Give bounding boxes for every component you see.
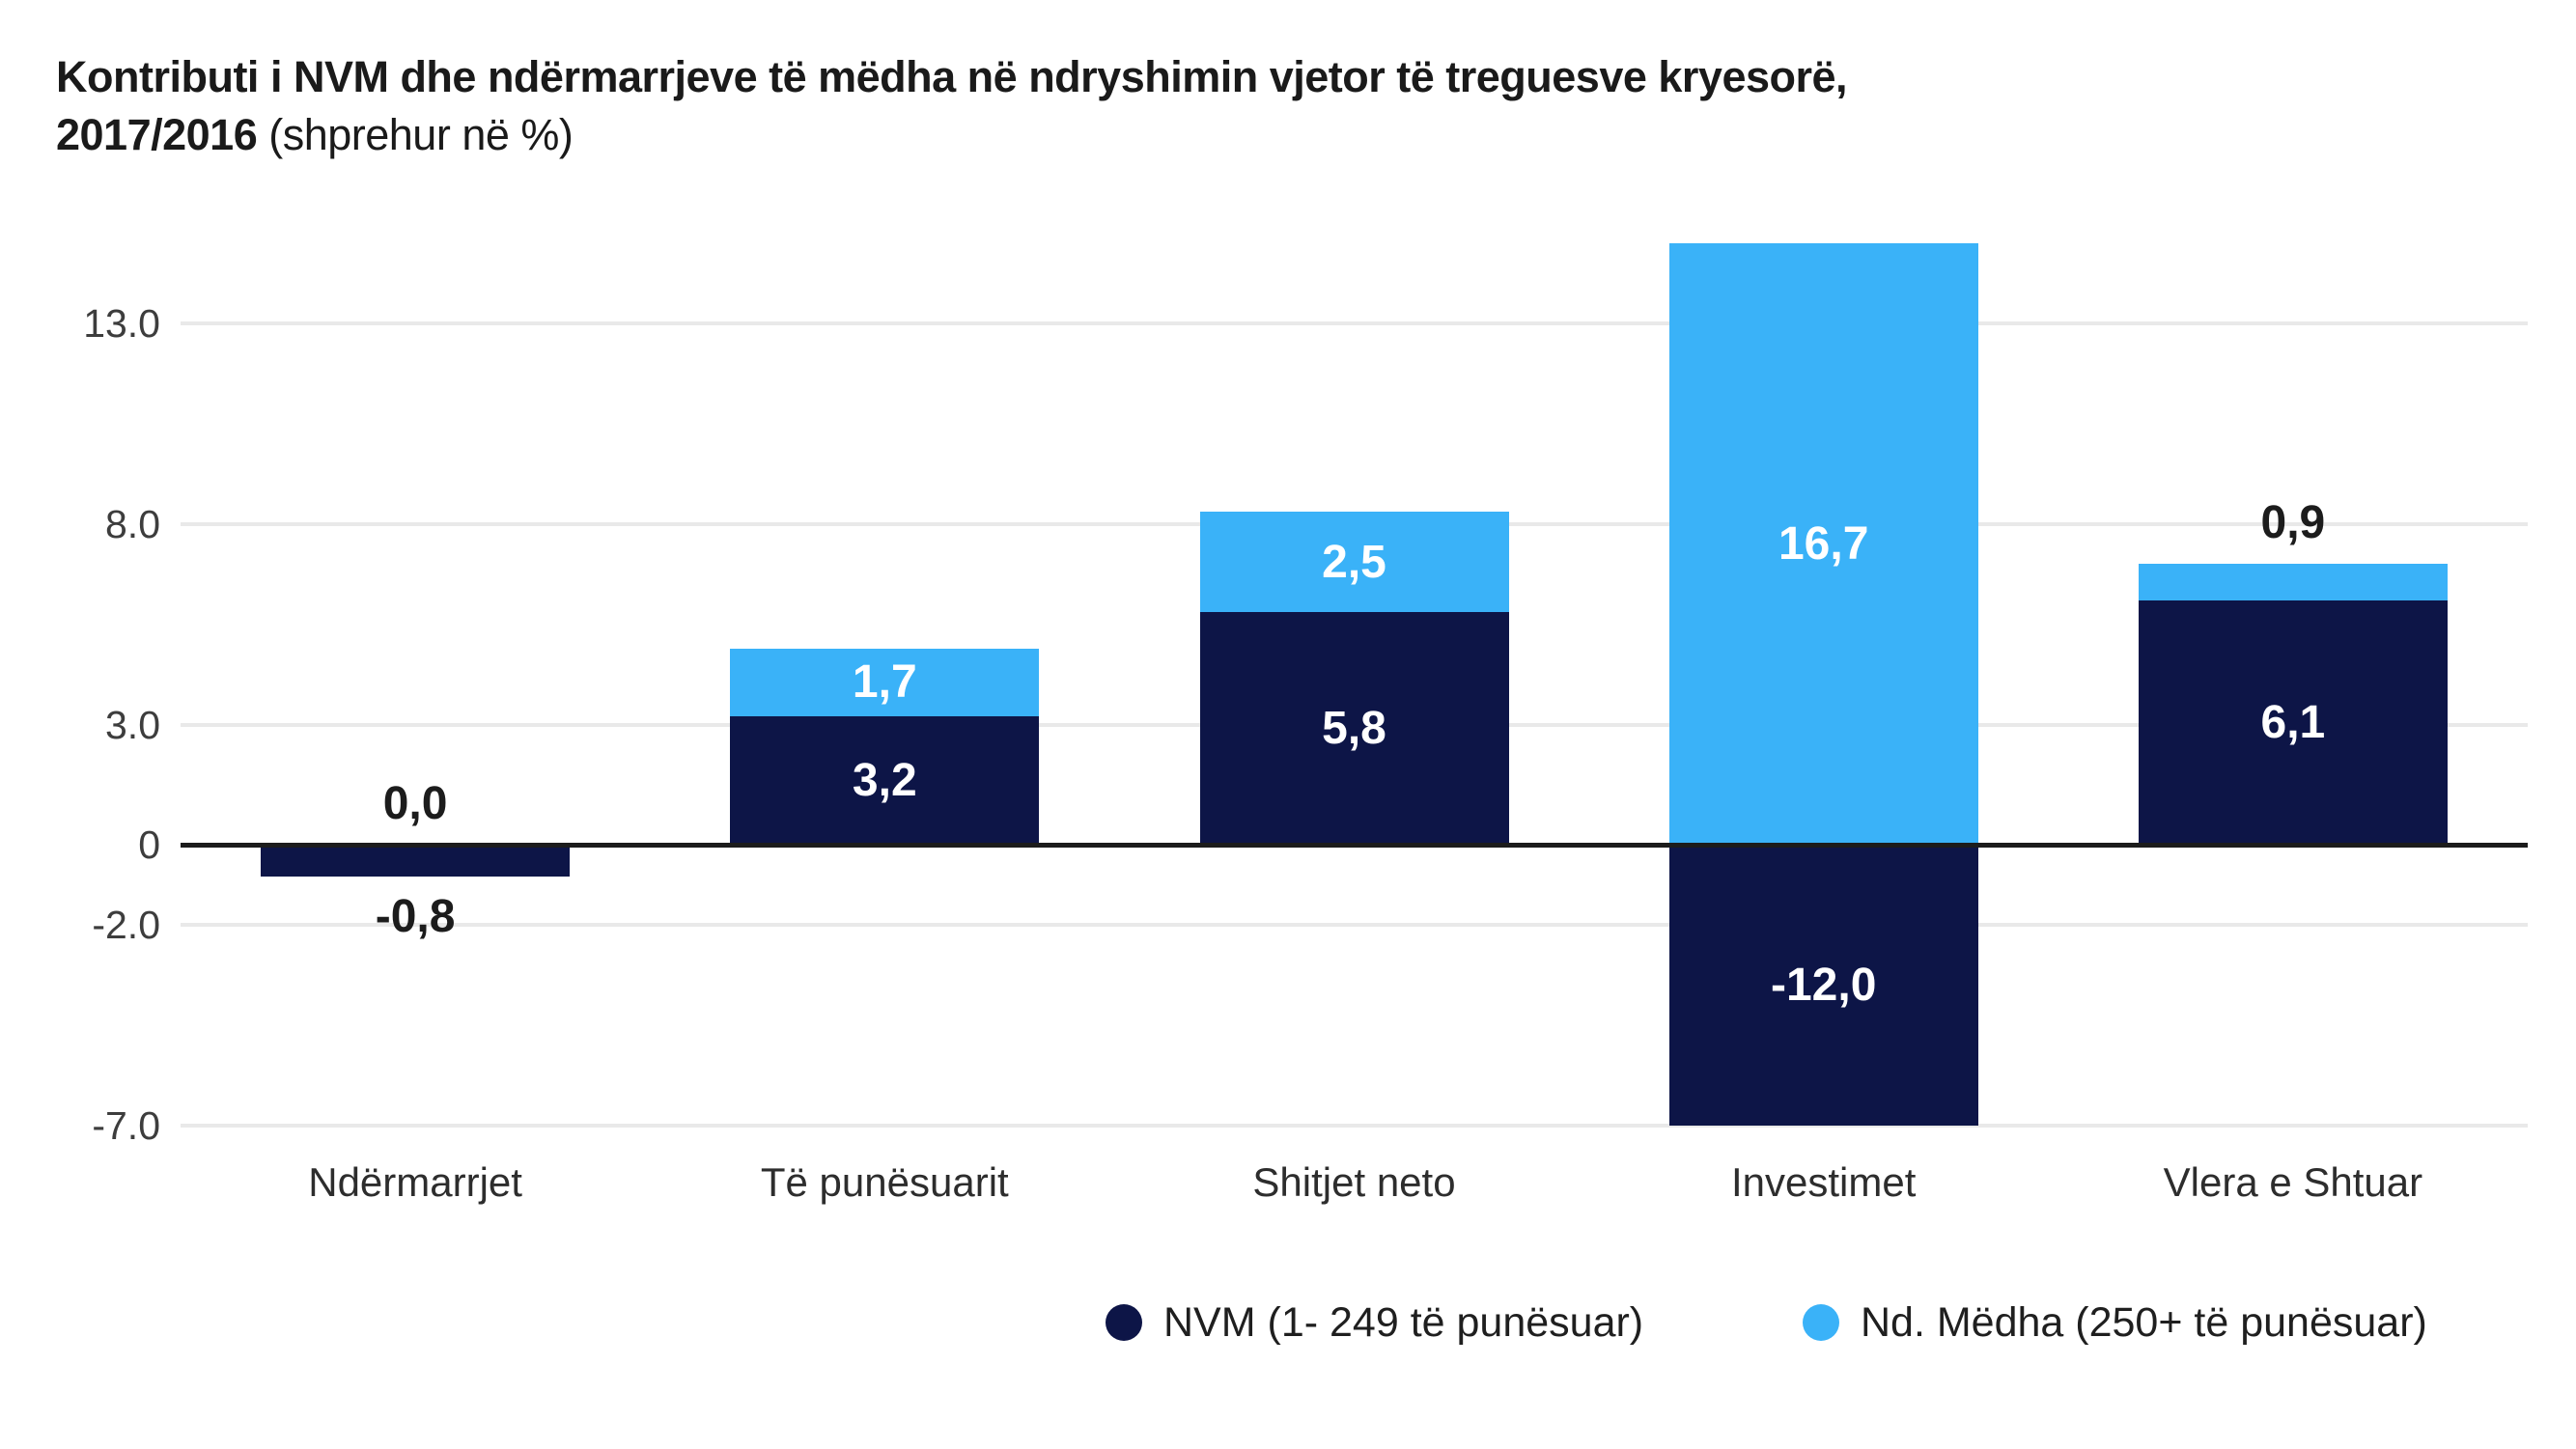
bar-value-label: 0,9 <box>2260 497 2326 549</box>
gridline <box>181 1124 2528 1128</box>
bar-value-label: 6,1 <box>2260 696 2326 748</box>
bar-segment-medha <box>2138 564 2448 600</box>
y-axis-tick-label: -2.0 <box>92 903 160 948</box>
bar-segment-nvm <box>261 845 571 878</box>
bar-value-label: -0,8 <box>375 891 456 943</box>
bar-segment-nvm: 6,1 <box>2138 599 2448 846</box>
legend-dot-icon <box>1106 1304 1142 1341</box>
x-axis-category-label: Të punësuarit <box>760 1159 1009 1205</box>
chart-title-line1: Kontributi i NVM dhe ndërmarrjeve të mëd… <box>56 52 1848 101</box>
bar-value-label: 1,7 <box>852 656 917 709</box>
y-axis-tick-label: -7.0 <box>92 1103 160 1148</box>
zero-axis-line <box>181 843 2528 849</box>
x-axis-category-label: Investimet <box>1730 1159 1917 1205</box>
y-axis-tick-label: 0 <box>138 822 160 868</box>
gridline <box>181 923 2528 928</box>
bar-segment-medha: 1,7 <box>730 648 1040 717</box>
chart-title-unit: (shprehur në %) <box>257 110 574 159</box>
x-axis-category-label: Ndërmarrjet <box>308 1159 522 1205</box>
bar-value-label: 2,5 <box>1322 536 1386 588</box>
bar-value-label: 3,2 <box>852 755 917 807</box>
x-axis-category-label: Shitjet neto <box>1252 1159 1456 1205</box>
chart-title: Kontributi i NVM dhe ndërmarrjeve të mëd… <box>56 48 2508 164</box>
chart-title-period: 2017/2016 <box>56 110 258 159</box>
legend-item: Nd. Mëdha (250+ të punësuar) <box>1803 1295 2427 1351</box>
legend-item: NVM (1- 249 të punësuar) <box>1106 1295 1643 1351</box>
x-axis-category-label: Vlera e Shtuar <box>2163 1159 2423 1205</box>
legend-dot-icon <box>1803 1304 1839 1341</box>
bar-segment-nvm: -12,0 <box>1668 845 1978 1126</box>
legend-label: NVM (1- 249 të punësuar) <box>1163 1298 1644 1346</box>
y-axis-tick-label: 13.0 <box>83 301 160 347</box>
y-axis-tick-label: 3.0 <box>105 702 160 747</box>
legend-label: Nd. Mëdha (250+ të punësuar) <box>1861 1298 2427 1346</box>
bar-value-label: 0,0 <box>382 778 448 830</box>
y-axis-tick-label: 8.0 <box>105 501 160 546</box>
bar-value-label: -12,0 <box>1770 960 1877 1012</box>
gridline <box>181 321 2528 326</box>
bar-value-label: 16,7 <box>1778 518 1869 571</box>
bar-segment-medha: 2,5 <box>1199 512 1509 613</box>
bar-segment-medha: 16,7 <box>1668 243 1978 846</box>
bar-segment-nvm: 5,8 <box>1199 612 1509 846</box>
bar-segment-nvm: 3,2 <box>730 716 1040 846</box>
bar-value-label: 5,8 <box>1322 703 1386 755</box>
